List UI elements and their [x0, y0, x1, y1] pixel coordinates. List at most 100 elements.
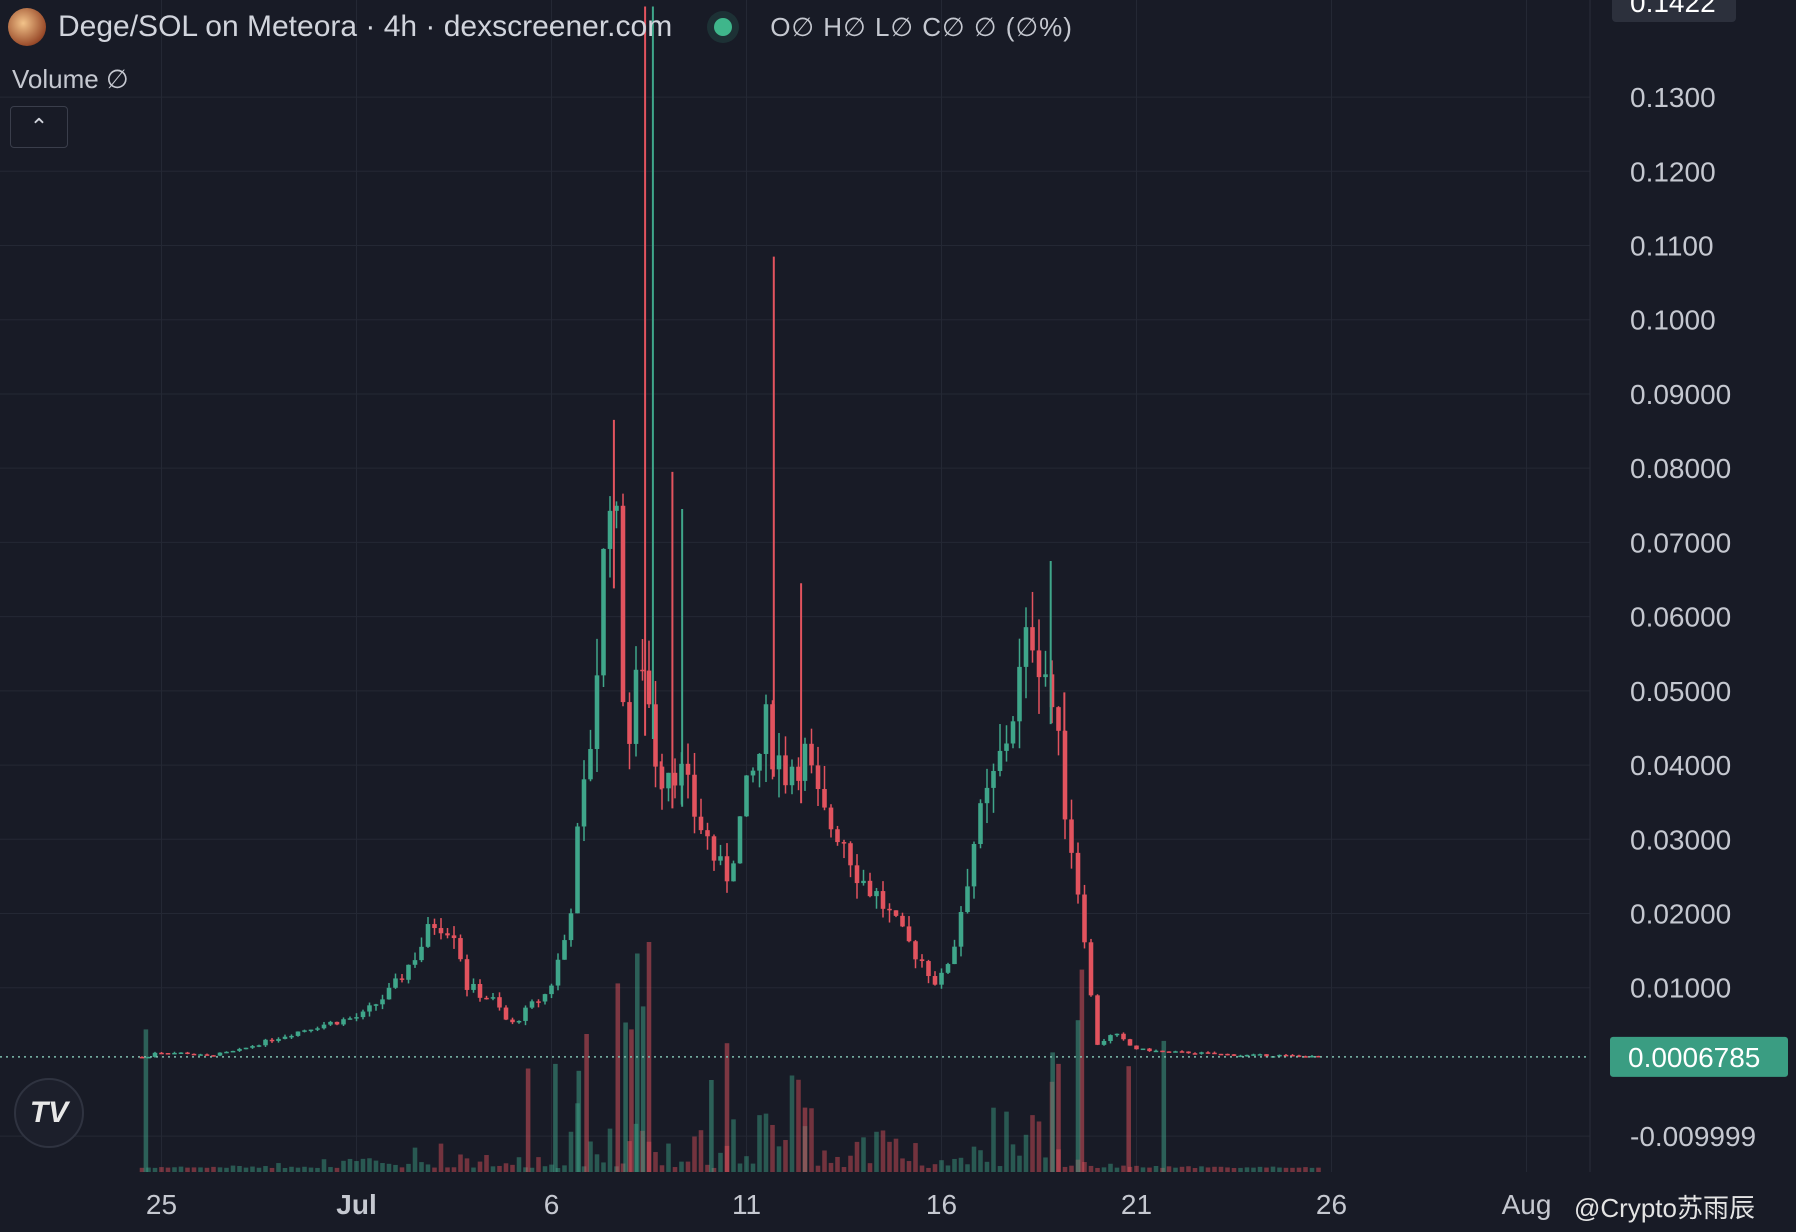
candle-body	[770, 704, 775, 770]
volume-bar	[815, 1165, 821, 1172]
candle-body	[620, 505, 626, 703]
volume-bar	[874, 1131, 879, 1172]
volume-bar	[549, 1164, 554, 1172]
candle-body	[861, 880, 866, 884]
volume-bar	[1251, 1167, 1256, 1172]
x-tick-label: Aug	[1502, 1189, 1552, 1220]
y-tick-label: 0.1100	[1630, 231, 1714, 262]
volume-legend[interactable]: Volume ∅	[12, 64, 129, 94]
candle-body	[880, 891, 886, 909]
volume-bar	[1140, 1167, 1146, 1172]
volume-bar	[893, 1138, 899, 1172]
volume-bar	[503, 1163, 509, 1172]
y-tick-label: 0.1000	[1630, 305, 1716, 336]
chart-title[interactable]: Dege/SOL on Meteora · 4h · dexscreener.c…	[58, 10, 673, 43]
candle-body	[666, 772, 671, 789]
candle-body	[757, 753, 762, 771]
svg-text:0.0006785: 0.0006785	[1628, 1042, 1760, 1073]
volume-bar	[711, 1167, 717, 1172]
candle-body	[1121, 1033, 1126, 1040]
volume-bar	[1296, 1167, 1302, 1172]
volume-bar	[932, 1164, 938, 1172]
candle-body	[1179, 1051, 1185, 1053]
candle-body	[445, 933, 450, 936]
candle-body	[984, 787, 990, 804]
tradingview-logo-icon[interactable]: TV	[14, 1078, 84, 1148]
candle-body	[672, 772, 678, 786]
candle-body	[282, 1036, 288, 1039]
volume-bar	[458, 1154, 463, 1172]
candle-body	[705, 830, 710, 837]
candle-body	[1290, 1054, 1295, 1057]
volume-bar	[1283, 1167, 1289, 1172]
candle-body	[490, 997, 496, 999]
time-axis[interactable]: 25 Jul 6 11 16 21 26 Aug	[146, 1189, 1551, 1220]
candle-body	[373, 1004, 379, 1006]
volume-bar	[854, 1141, 860, 1172]
volume-bar	[1277, 1167, 1282, 1172]
candle-body	[1127, 1039, 1133, 1046]
volume-bar	[867, 1163, 873, 1172]
svg-text:0.1422: 0.1422	[1630, 0, 1716, 18]
volume-bar	[744, 1156, 749, 1172]
volume-bar	[1316, 1167, 1321, 1172]
volume-bar	[666, 1143, 671, 1172]
volume-spike-bar	[1050, 1052, 1055, 1172]
candle-body	[744, 775, 749, 817]
candle-body	[900, 915, 905, 927]
volume-bar	[191, 1167, 197, 1172]
volume-spike-bar	[1126, 1066, 1131, 1172]
candle-body	[789, 766, 795, 786]
volume-bar	[289, 1166, 294, 1172]
volume-spike-bar	[1161, 1040, 1167, 1172]
volume-bar	[438, 1143, 444, 1172]
token-avatar[interactable]	[8, 8, 46, 46]
candle-body	[185, 1052, 190, 1055]
candle-body	[347, 1018, 353, 1020]
volume-bar	[529, 1167, 535, 1172]
volume-spike-bar	[525, 1068, 531, 1172]
volume-spike-bar	[724, 1043, 730, 1172]
volume-bar	[555, 1167, 561, 1172]
volume-bar	[692, 1136, 697, 1172]
candle-body	[1101, 1040, 1107, 1045]
volume-bar	[828, 1162, 834, 1172]
candle-body	[198, 1054, 203, 1056]
volume-bar	[172, 1167, 177, 1172]
volume-bar	[1082, 1162, 1087, 1172]
volume-bar	[1290, 1167, 1295, 1172]
volume-bar	[984, 1161, 990, 1172]
candle-body	[451, 935, 457, 939]
candle-body	[1277, 1054, 1282, 1057]
volume-bar	[269, 1167, 275, 1172]
candle-body	[640, 669, 645, 672]
volume-bar	[425, 1164, 431, 1172]
candle-body	[1296, 1055, 1302, 1057]
volume-bar	[861, 1137, 866, 1172]
collapse-legend-button[interactable]: ⌃	[10, 106, 68, 148]
volume-bar	[757, 1115, 762, 1172]
volume-bar	[490, 1166, 496, 1172]
price-axis[interactable]: 0.1300 0.1200 0.1100 0.1000 0.09000 0.08000 0.…	[1630, 82, 1756, 1152]
candle-body	[211, 1055, 216, 1057]
candle-body	[1082, 894, 1087, 943]
candlesticks	[139, 6, 1321, 1059]
volume-bar	[841, 1167, 847, 1172]
y-tick-label: 0.05000	[1630, 676, 1731, 707]
volume-bar	[718, 1152, 723, 1172]
candle-body	[562, 940, 567, 960]
candle-body	[1205, 1052, 1211, 1054]
candle-body	[1004, 743, 1009, 751]
candle-body	[1153, 1050, 1159, 1053]
candle-body	[945, 964, 951, 973]
candle-body	[711, 836, 717, 861]
candle-body	[893, 910, 899, 916]
candle-body	[276, 1038, 281, 1041]
candle-body	[1309, 1055, 1315, 1058]
volume-bar	[380, 1163, 385, 1172]
x-tick-label: 11	[732, 1189, 761, 1220]
volume-bar	[1257, 1166, 1263, 1172]
volume-bar	[1205, 1167, 1211, 1172]
candle-body	[1251, 1054, 1256, 1056]
